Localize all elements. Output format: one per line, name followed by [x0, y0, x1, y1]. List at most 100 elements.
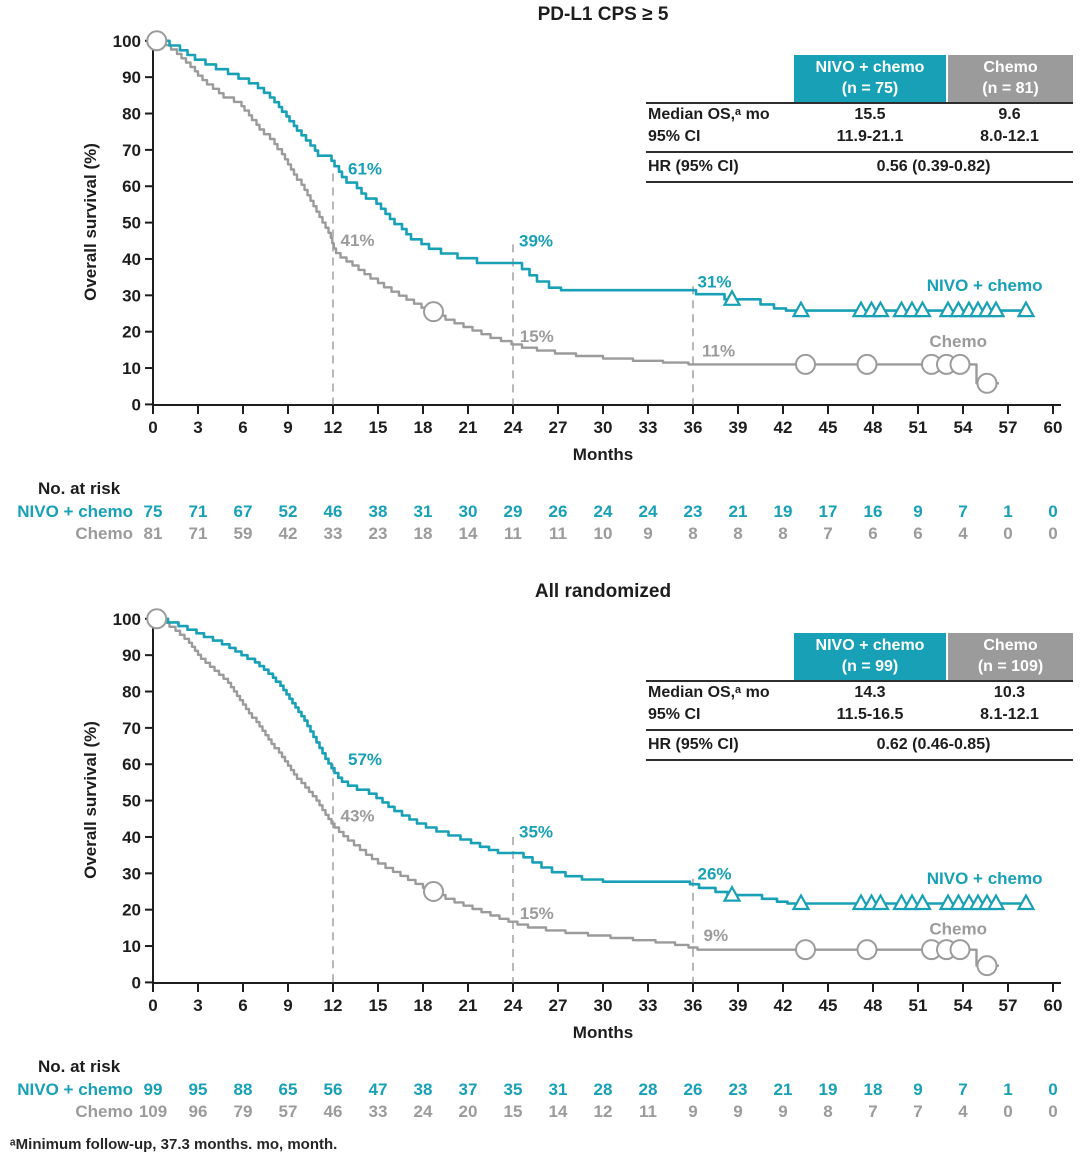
y-tick-label: 0 — [132, 395, 141, 414]
panel2-title: All randomized — [534, 581, 672, 602]
x-tick-label: 27 — [549, 996, 568, 1015]
risk-value: 11 — [549, 524, 567, 543]
stats-header-nivo-name: NIVO + chemo — [815, 637, 925, 654]
censor-triangle-icon — [1016, 300, 1036, 318]
x-tick-label: 0 — [148, 996, 157, 1015]
risk-value: 1 — [1003, 502, 1013, 521]
risk-value: 9 — [913, 502, 923, 521]
risk-value: 21 — [773, 1080, 793, 1099]
milestone-percentage-label: 61% — [348, 160, 382, 179]
risk-value: 23 — [728, 1080, 748, 1099]
censor-triangle-icon — [913, 300, 932, 318]
x-tick-label: 54 — [954, 996, 973, 1015]
risk-value: 30 — [458, 502, 478, 521]
risk-value: 19 — [818, 1080, 838, 1099]
x-axis-title: Months — [573, 445, 633, 464]
y-tick-label: 50 — [122, 792, 141, 811]
risk-value: 9 — [643, 524, 653, 543]
censor-triangle-icon — [722, 884, 742, 902]
x-tick-label: 60 — [1044, 418, 1063, 437]
risk-row-label-nivo: NIVO + chemo — [17, 1080, 133, 1099]
censor-triangle-icon — [791, 300, 811, 318]
risk-value: 17 — [818, 502, 838, 521]
ci-nivo: 11.9-21.1 — [836, 128, 904, 145]
risk-value: 46 — [323, 1102, 343, 1121]
y-tick-label: 90 — [122, 68, 141, 87]
risk-value: 71 — [188, 524, 208, 543]
censor-triangle-icon — [986, 893, 1006, 911]
stats-header-chemo-n: (n = 81) — [982, 80, 1039, 97]
median-os-nivo: 14.3 — [854, 684, 886, 701]
risk-value: 0 — [1048, 502, 1058, 521]
risk-value: 7 — [958, 1080, 968, 1099]
milestone-percentage-label: 15% — [520, 327, 554, 346]
milestone-percentage-label: 31% — [698, 272, 732, 291]
milestone-percentage-label: 26% — [698, 865, 732, 884]
y-tick-label: 10 — [122, 937, 141, 956]
censor-triangle-icon — [913, 893, 932, 911]
risk-value: 8 — [778, 524, 788, 543]
risk-value: 10 — [593, 524, 613, 543]
risk-value: 7 — [823, 524, 833, 543]
x-tick-label: 33 — [639, 418, 658, 437]
x-tick-label: 42 — [774, 996, 793, 1015]
x-tick-label: 30 — [594, 418, 613, 437]
censor-triangle-icon — [791, 893, 811, 911]
x-tick-label: 57 — [999, 418, 1018, 437]
risk-value: 59 — [233, 524, 253, 543]
y-tick-label: 70 — [122, 719, 141, 738]
risk-value: 23 — [683, 502, 703, 521]
stats-table-all: NIVO + chemo (n = 99) Chemo (n = 109) Me… — [646, 633, 1073, 761]
risk-value: 24 — [593, 502, 613, 521]
x-tick-label: 33 — [639, 996, 658, 1015]
y-tick-label: 60 — [122, 755, 141, 774]
risk-value: 12 — [593, 1102, 613, 1121]
risk-value: 96 — [188, 1102, 208, 1121]
y-tick-label: 100 — [113, 610, 141, 629]
x-tick-label: 27 — [549, 418, 568, 437]
x-tick-label: 42 — [774, 418, 793, 437]
risk-value: 0 — [1048, 524, 1058, 543]
ci-chemo: 8.0-12.1 — [980, 128, 1039, 145]
risk-value: 109 — [138, 1102, 168, 1121]
censor-circle-icon — [423, 301, 444, 323]
risk-value: 65 — [278, 1080, 298, 1099]
nivo-chemo-curve — [153, 39, 1031, 312]
hr-label: HR (95% CI) — [648, 736, 739, 753]
censor-circle-icon — [949, 353, 971, 375]
x-tick-label: 24 — [504, 996, 523, 1015]
x-tick-label: 6 — [238, 996, 247, 1015]
curve-end-label: NIVO + chemo — [927, 869, 1043, 888]
risk-row-label-chemo: Chemo — [75, 1102, 133, 1121]
risk-table-header-1: No. at risk — [38, 479, 121, 498]
milestone-percentage-label: 41% — [341, 231, 375, 250]
risk-value: 81 — [143, 524, 163, 543]
x-tick-label: 12 — [324, 996, 343, 1015]
risk-value: 0 — [1048, 1080, 1058, 1099]
y-tick-label: 20 — [122, 323, 141, 342]
censor-circle-icon — [949, 939, 971, 961]
risk-value: 0 — [1048, 1102, 1058, 1121]
risk-value: 11 — [639, 1102, 657, 1121]
y-tick-label: 80 — [122, 105, 141, 124]
risk-value: 31 — [413, 502, 433, 521]
stats-header-nivo-name: NIVO + chemo — [815, 59, 925, 76]
censor-circle-icon — [856, 353, 878, 375]
risk-row-label-chemo: Chemo — [75, 524, 133, 543]
risk-value: 0 — [1003, 1102, 1013, 1121]
y-tick-label: 40 — [122, 250, 141, 269]
x-tick-label: 39 — [729, 418, 748, 437]
y-axis-title: Overall survival (%) — [81, 721, 100, 879]
median-os-label: Median OS,ᵃ mo — [648, 684, 770, 701]
y-tick-label: 50 — [122, 214, 141, 233]
risk-value: 20 — [458, 1102, 478, 1121]
risk-value: 88 — [233, 1080, 253, 1099]
x-tick-label: 36 — [684, 418, 703, 437]
x-tick-label: 45 — [819, 996, 838, 1015]
x-tick-label: 3 — [193, 418, 202, 437]
x-tick-label: 39 — [729, 996, 748, 1015]
risk-value: 38 — [413, 1080, 433, 1099]
censor-circle-icon — [146, 608, 168, 630]
risk-value: 24 — [638, 502, 658, 521]
